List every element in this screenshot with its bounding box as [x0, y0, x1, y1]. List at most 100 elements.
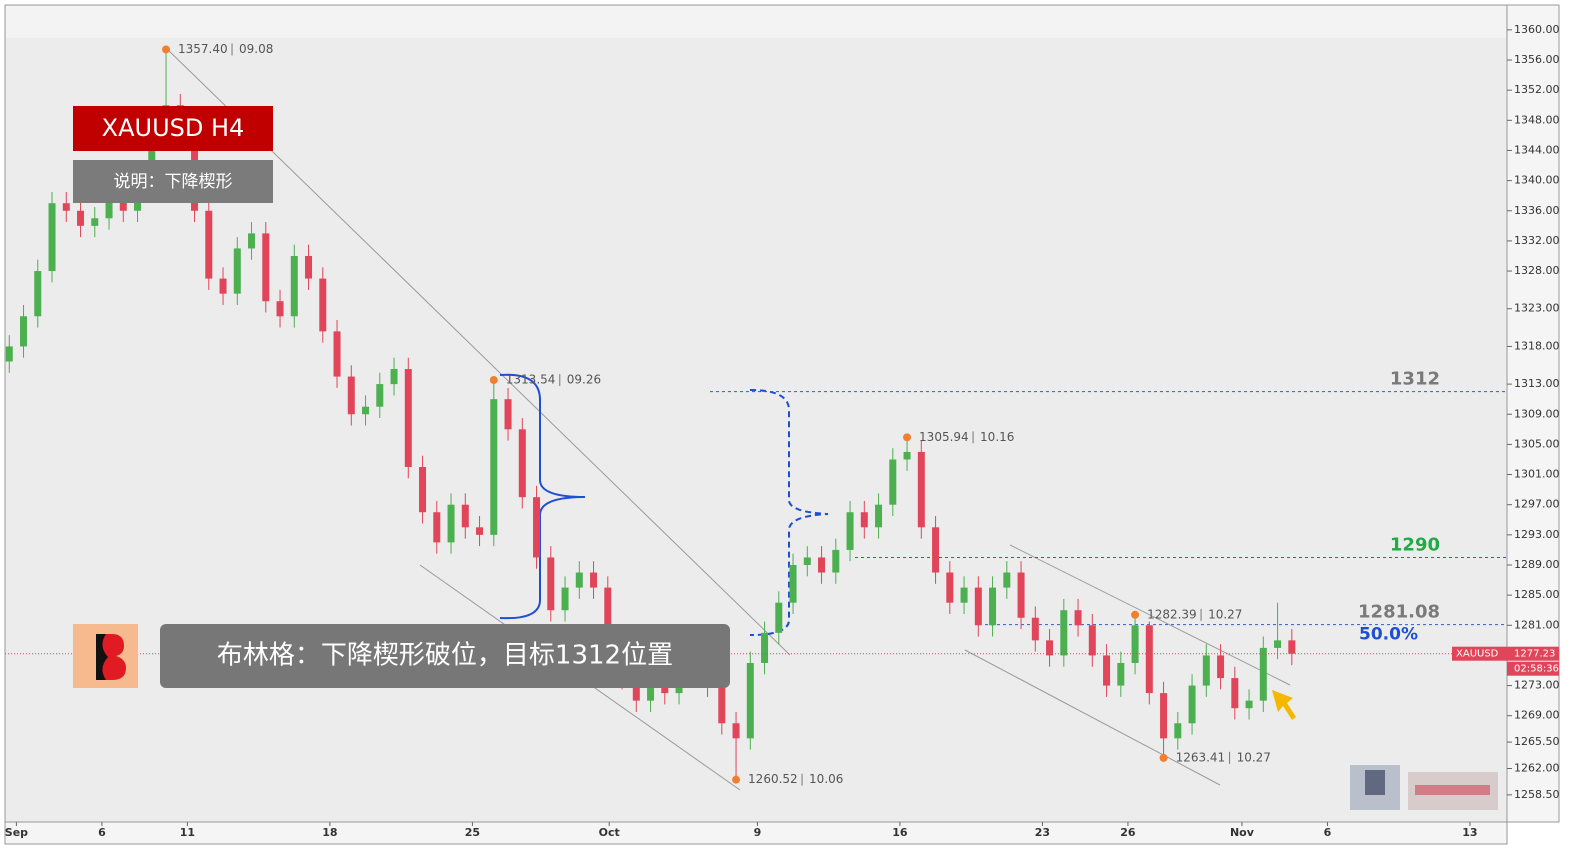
time-axis — [4, 821, 1508, 845]
level-label: 1281.08 — [1358, 602, 1440, 623]
y-tick-label: 1258.50 — [1514, 788, 1560, 801]
y-tick-label: 1265.50 — [1514, 735, 1560, 748]
pivot-date: 10.27 — [1208, 607, 1242, 621]
candle-body — [461, 504, 469, 528]
wedge-line — [964, 649, 1221, 786]
candle-body — [860, 512, 868, 528]
y-tick-label: 1360.00 — [1514, 23, 1560, 36]
candle-body — [276, 301, 284, 317]
candle-body — [1060, 610, 1068, 656]
candle-body — [803, 557, 811, 565]
candle-body — [1274, 640, 1282, 648]
y-tick-label: 1262.00 — [1514, 761, 1560, 774]
y-tick-label: 1344.00 — [1514, 143, 1560, 156]
y-tick-label: 1348.00 — [1514, 113, 1560, 126]
pivot-value: 1282.39 — [1147, 607, 1197, 621]
countdown-tag — [1507, 661, 1559, 676]
x-tick-label: 23 — [1035, 826, 1050, 839]
candle-body — [974, 587, 982, 626]
candle-body — [333, 331, 341, 377]
pivot-point — [1131, 610, 1140, 619]
candle-body — [1003, 572, 1011, 588]
pivot-value: 1305.94 — [919, 430, 969, 444]
candle-body — [233, 248, 241, 294]
candle-body — [62, 203, 70, 211]
price-tag — [1452, 646, 1559, 661]
candle-body — [362, 406, 370, 415]
candle-body — [647, 685, 655, 701]
candle-body — [1231, 678, 1239, 709]
y-tick-label: 1336.00 — [1514, 204, 1560, 217]
pivot-point — [162, 45, 171, 54]
y-tick-label: 1318.00 — [1514, 339, 1560, 352]
candle-body — [504, 399, 512, 430]
pivot-date: 10.06 — [809, 772, 843, 786]
candle-body — [219, 278, 227, 294]
price-axis — [1506, 4, 1560, 823]
pivot-value: 1313.54 — [506, 373, 556, 387]
candle-body — [718, 685, 726, 724]
candle-body — [590, 572, 598, 588]
y-tick-label: 1313.00 — [1514, 377, 1560, 390]
pivot-value: 1260.52 — [748, 772, 798, 786]
candle-body — [319, 278, 327, 332]
pivot-point — [489, 376, 498, 385]
y-tick-label: 1309.00 — [1514, 407, 1560, 420]
pivot-date: 10.16 — [980, 430, 1014, 444]
pivot-point — [732, 775, 741, 784]
y-tick-label: 1285.00 — [1514, 588, 1560, 601]
candle-body — [932, 527, 940, 573]
annotation-box — [160, 624, 730, 688]
candle-body — [1046, 640, 1054, 656]
arrow — [1272, 690, 1296, 720]
pivot-date: 09.08 — [239, 42, 273, 56]
logo — [96, 634, 126, 680]
candle-body — [732, 723, 740, 739]
chart-title: XAUUSD H4 — [102, 114, 245, 142]
level-label: 1290 — [1390, 534, 1440, 555]
x-tick-label: Sep — [5, 826, 28, 839]
pivot-point — [903, 433, 912, 442]
y-tick-label: 1269.00 — [1514, 709, 1560, 722]
candle-body — [1088, 625, 1096, 656]
pivot-date: 10.27 — [1237, 750, 1271, 764]
candle-body — [746, 662, 754, 739]
x-tick-label: 26 — [1120, 826, 1136, 839]
candle-body — [989, 587, 997, 626]
candle-body — [433, 512, 441, 543]
candle-body — [1117, 662, 1125, 686]
candle-body — [547, 557, 555, 611]
wedge-line — [1009, 544, 1291, 686]
candle-body — [761, 632, 769, 663]
candle-body — [575, 572, 583, 588]
candle-body — [1031, 617, 1039, 641]
candle-body — [846, 512, 854, 550]
candle-body — [5, 346, 13, 362]
watermark — [1350, 765, 1498, 810]
candle-body — [917, 451, 925, 528]
candle-body — [1288, 640, 1296, 654]
candle-body — [818, 557, 826, 573]
y-tick-label: 1356.00 — [1514, 53, 1560, 66]
x-tick-label: 6 — [98, 826, 106, 839]
candle-body — [248, 233, 256, 249]
candle-body — [1188, 685, 1196, 724]
x-tick-label: 13 — [1462, 826, 1477, 839]
candle-body — [205, 210, 213, 279]
y-tick-label: 1332.00 — [1514, 234, 1560, 247]
pivot-value: 1263.41 — [1176, 750, 1226, 764]
candle-body — [290, 255, 298, 317]
candle-body — [604, 587, 612, 641]
candle-body — [20, 316, 28, 347]
candle-body — [404, 369, 412, 468]
candle-body — [105, 195, 113, 219]
candle-body — [119, 195, 127, 211]
pivot-value: 1357.40 — [178, 42, 228, 56]
x-tick-label: 16 — [892, 826, 908, 839]
candle-body — [1259, 647, 1267, 701]
price-tag-symbol: XAUUSD — [1456, 649, 1499, 660]
candle-body — [34, 271, 42, 317]
bollinger-brace — [499, 373, 586, 620]
y-tick-label: 1273.00 — [1514, 679, 1560, 692]
